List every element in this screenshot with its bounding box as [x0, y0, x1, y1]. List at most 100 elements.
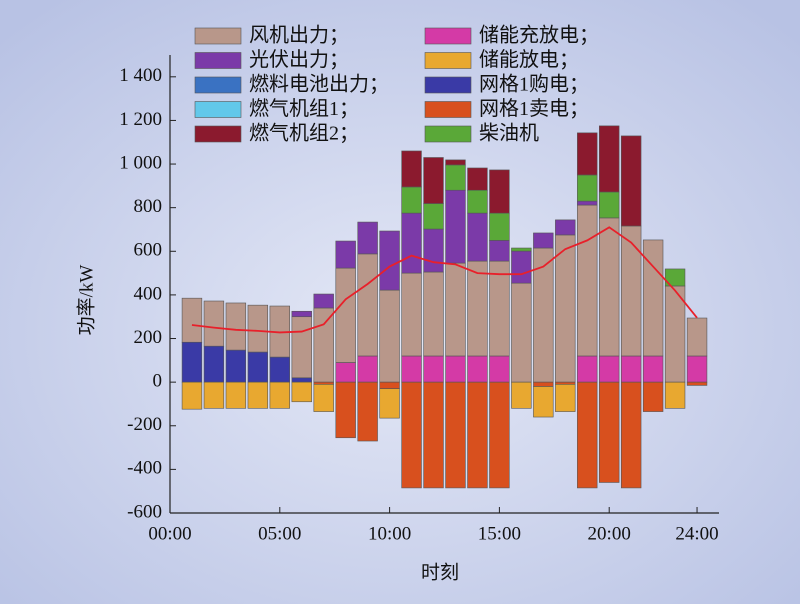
bar-segment — [511, 250, 532, 284]
bar-segment — [247, 304, 269, 353]
legend-swatch — [424, 27, 472, 45]
bar-segment — [664, 268, 686, 287]
x-tick-label: 10:00 — [368, 523, 411, 544]
y-axis-label: 功率/kW — [75, 265, 97, 336]
x-tick-label: 24:00 — [675, 523, 718, 544]
bar-segment — [401, 381, 422, 489]
bar-segment — [225, 302, 247, 351]
bar-segment — [203, 300, 225, 347]
x-tick-label: 05:00 — [258, 523, 301, 544]
bar-segment — [555, 234, 576, 383]
bar-segment — [577, 200, 598, 206]
bar-segment — [620, 381, 642, 489]
bar-segment — [445, 381, 466, 489]
y-tick-label: 400 — [134, 283, 163, 304]
y-tick-label: -600 — [127, 501, 162, 522]
bar-segment — [577, 381, 598, 489]
bar-segment — [181, 341, 203, 383]
legend-label: 燃气机组2； — [249, 122, 359, 145]
bar-segment — [467, 212, 488, 262]
bar-segment — [357, 221, 378, 255]
bar-segment — [467, 167, 488, 191]
legend-label: 燃气机组1； — [249, 97, 359, 120]
bar-segment — [686, 355, 708, 383]
bar-segment — [620, 135, 642, 227]
legend-label: 网格1购电； — [479, 73, 589, 96]
y-tick-label: 1 200 — [119, 109, 162, 130]
bar-segment — [313, 307, 334, 383]
bar-segment — [467, 381, 488, 489]
x-tick-label: 00:00 — [148, 523, 191, 544]
bar-segment — [664, 381, 686, 409]
y-tick-label: 0 — [153, 371, 163, 392]
bar-segment — [533, 381, 554, 387]
bar-segment — [511, 247, 532, 252]
bar-segment — [401, 272, 422, 357]
bar-segment — [599, 125, 620, 193]
bar-segment — [335, 362, 356, 383]
y-tick-label: 600 — [134, 240, 163, 261]
y-tick-label: 1 400 — [119, 65, 162, 86]
bar-segment — [599, 355, 620, 383]
bar-segment — [181, 297, 203, 343]
load-line — [191, 226, 698, 334]
bar-segment — [423, 381, 444, 489]
bar-segment — [489, 381, 510, 489]
legend-label: 燃料电池出力； — [249, 73, 389, 96]
legend-swatch — [424, 125, 472, 143]
bar-segment — [599, 381, 620, 483]
bar-segment — [489, 260, 510, 357]
y-tick-label: 800 — [134, 196, 163, 217]
bar-segment — [291, 377, 312, 383]
bar-segment — [357, 381, 378, 442]
bar-segment — [313, 384, 334, 412]
bar-segment — [225, 349, 247, 383]
bar-segment — [203, 381, 225, 409]
bar-segment — [401, 212, 422, 274]
bar-segment — [445, 355, 466, 383]
bar-segment — [423, 228, 444, 273]
bar-segment — [423, 157, 444, 204]
bar-segment — [642, 355, 664, 383]
y-tick-label: 1 000 — [119, 152, 162, 173]
bar-segment — [489, 355, 510, 383]
bar-segment — [247, 351, 269, 383]
legend-label: 风机出力； — [249, 24, 349, 47]
legend-label: 储能放电； — [479, 48, 579, 71]
bar-segment — [555, 384, 576, 412]
bar-segment — [291, 316, 312, 379]
legend-swatch — [194, 101, 242, 118]
bar-segment — [577, 355, 598, 383]
bar-segment — [686, 317, 708, 357]
bar-segment — [445, 159, 466, 166]
bar-segment — [533, 386, 554, 418]
bar-segment — [313, 381, 334, 385]
bar-segment — [577, 204, 598, 357]
bar-segment — [467, 260, 488, 357]
bar-segment — [467, 189, 488, 214]
bar-segment — [247, 381, 269, 409]
bar-segment — [203, 345, 225, 383]
bar-segment — [467, 355, 488, 383]
legend-swatch — [194, 27, 242, 45]
bar-segment — [181, 381, 203, 410]
bar-segment — [225, 381, 247, 409]
bar-segment — [620, 225, 642, 357]
legend-swatch — [424, 76, 472, 94]
bar-segment — [445, 262, 466, 357]
bar-segment — [335, 240, 356, 269]
legend-label: 网格1卖电； — [479, 97, 589, 120]
bar-segment — [642, 239, 664, 357]
bar-segment — [445, 189, 466, 264]
bar-segment — [357, 355, 378, 383]
legend-swatch — [424, 52, 472, 69]
legend-label: 光伏出力； — [249, 48, 349, 71]
bar-segment — [511, 282, 532, 383]
bar-segment — [599, 191, 620, 219]
bar-segment — [577, 174, 598, 202]
bar-segment — [445, 164, 466, 191]
bar-segment — [357, 253, 378, 357]
bar-segment — [489, 240, 510, 262]
bar-segment — [489, 169, 510, 214]
bar-segment — [511, 381, 532, 409]
